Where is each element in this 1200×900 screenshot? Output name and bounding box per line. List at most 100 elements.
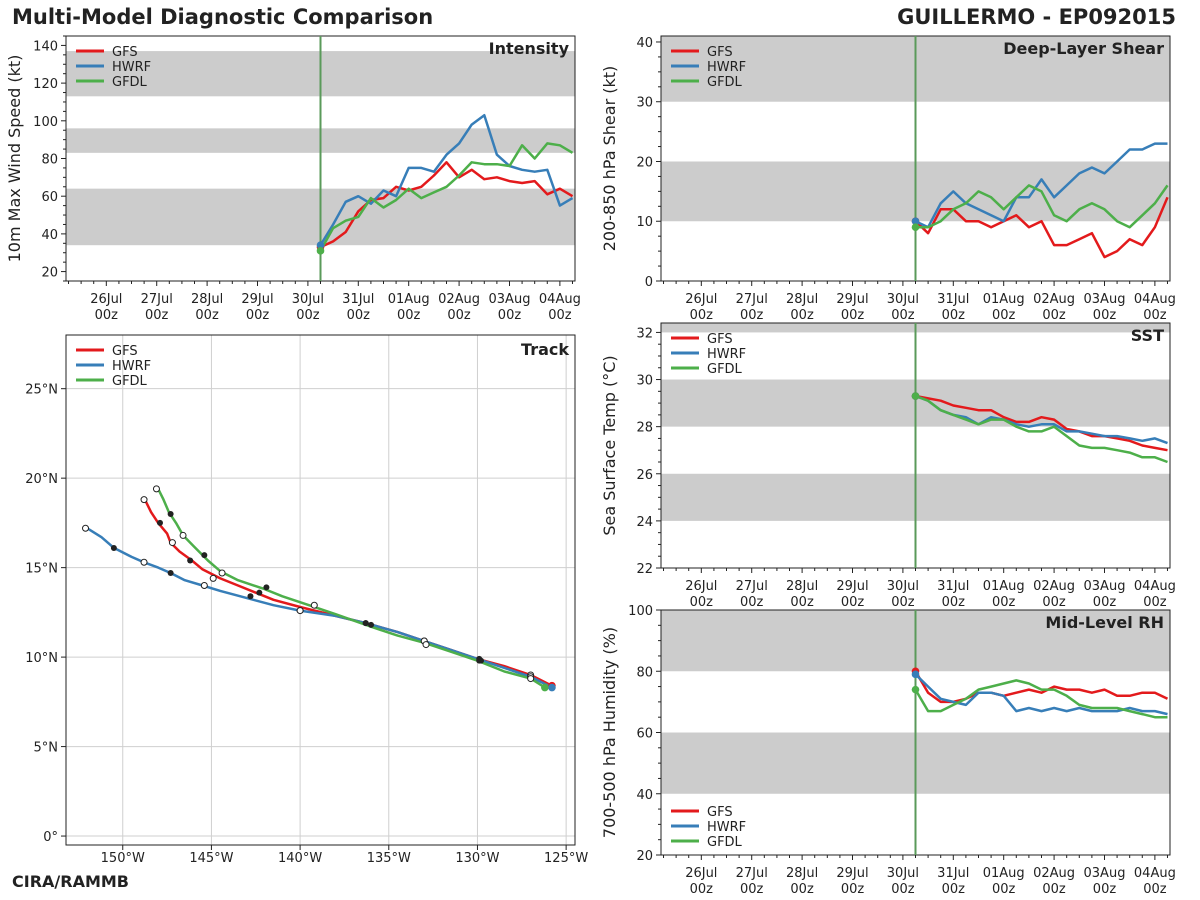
y-tick-label: 20: [636, 849, 653, 864]
y-tick-label: 22: [636, 562, 653, 577]
series-group: [914, 670, 1169, 719]
x-tick-label: 140°W: [278, 851, 322, 866]
y-tick-label: 40: [41, 228, 58, 243]
series-start-point-gfdl: [911, 685, 920, 694]
x-tick-label-date: 31Jul: [342, 292, 374, 307]
series-line-gfs: [914, 196, 1169, 259]
x-tick-label-hour: 00z: [1093, 308, 1117, 323]
x-tick-label-date: 27Jul: [736, 292, 768, 307]
track-marker-open-gfdl: [310, 601, 318, 609]
x-tick-label-hour: 00z: [992, 882, 1016, 897]
x-tick-label-hour: 00z: [942, 595, 966, 610]
series-line-gfs: [914, 670, 1169, 704]
track-marker-filled-hwrf: [362, 620, 369, 627]
x-tick-label-date: 26Jul: [685, 866, 717, 881]
y-tick-label: 32: [636, 326, 653, 341]
x-tick-label-date: 02Aug: [1033, 866, 1075, 881]
x-tick-label-hour: 00z: [790, 595, 814, 610]
x-tick-label-hour: 00z: [690, 308, 714, 323]
plot-frame: [65, 334, 576, 846]
x-tick-label-hour: 00z: [296, 308, 320, 323]
x-tick-label-hour: 00z: [1143, 595, 1167, 610]
track-marker-open-gfdl: [527, 675, 535, 683]
x-tick-label-hour: 00z: [246, 308, 270, 323]
panel-title: Deep-Layer Shear: [1003, 39, 1164, 58]
legend-label-hwrf: HWRF: [112, 359, 151, 374]
panel-shear: 01020304026Jul00z27Jul00z28Jul00z29Jul00…: [600, 35, 1176, 323]
x-tick-label-hour: 00z: [95, 308, 119, 323]
y-axis-label: 200-850 hPa Shear (kt): [600, 66, 619, 252]
track-line-hwrf: [86, 527, 553, 689]
y-tick-label: 28: [636, 421, 653, 436]
series-line-gfdl: [915, 394, 1168, 464]
x-tick-label-date: 01Aug: [388, 292, 430, 307]
x-tick-label-hour: 00z: [891, 882, 915, 897]
track-marker-open-hwrf: [200, 582, 208, 590]
x-tick-label-date: 01Aug: [983, 579, 1025, 594]
series-line-hwrf: [319, 113, 574, 246]
y-tick-label: 20: [41, 266, 58, 281]
track-start-point-gfdl: [541, 683, 549, 692]
x-tick-label-hour: 00z: [891, 595, 915, 610]
track-marker-filled-gfdl: [263, 584, 270, 591]
x-tick-label-hour: 00z: [397, 308, 421, 323]
x-tick-label-date: 03Aug: [1084, 292, 1126, 307]
y-tick-label: 60: [41, 190, 58, 205]
x-tick-label-date: 29Jul: [836, 866, 868, 881]
y-tick-label: 40: [636, 36, 653, 51]
panel-title: SST: [1131, 326, 1164, 345]
legend-label-gfdl: GFDL: [707, 835, 743, 850]
track-marker-filled-hwrf: [167, 570, 174, 576]
x-tick-label-hour: 00z: [1042, 595, 1066, 610]
track-marker-filled-gfs: [256, 589, 263, 596]
y-tick-label: 20°N: [25, 472, 58, 487]
x-tick-label-date: 27Jul: [141, 292, 173, 307]
x-tick-label-hour: 00z: [145, 308, 169, 323]
x-tick-label-hour: 00z: [1042, 308, 1066, 323]
track-marker-filled-gfdl: [478, 657, 485, 664]
legend-label-hwrf: HWRF: [112, 60, 151, 75]
x-tick-label-date: 04Aug: [539, 292, 581, 307]
legend-label-gfs: GFS: [707, 805, 733, 820]
legend-label-hwrf: HWRF: [707, 347, 746, 362]
y-tick-label: 25°N: [25, 383, 58, 398]
x-tick-label-date: 30Jul: [887, 866, 919, 881]
panel-title: Intensity: [489, 39, 570, 58]
legend-label-gfs: GFS: [707, 45, 733, 60]
track-marker-filled-gfs: [187, 557, 194, 564]
series-line-gfs: [915, 394, 1168, 452]
y-tick-label: 80: [41, 153, 58, 168]
track-line-gfs: [144, 500, 553, 687]
x-tick-label: 130°W: [455, 851, 499, 866]
y-tick-label: 20: [636, 155, 653, 170]
x-tick-label-hour: 00z: [841, 882, 865, 897]
y-tick-label: 30: [636, 96, 653, 111]
x-tick-label-date: 31Jul: [937, 579, 969, 594]
x-tick-label-hour: 00z: [740, 595, 764, 610]
legend-label-gfs: GFS: [112, 344, 138, 359]
x-tick-label-hour: 00z: [790, 308, 814, 323]
x-tick-label-date: 02Aug: [1033, 579, 1075, 594]
x-tick-label-date: 02Aug: [1033, 292, 1075, 307]
y-tick-label: 24: [636, 515, 653, 530]
x-tick-label-date: 04Aug: [1134, 866, 1176, 881]
x-tick-label-date: 27Jul: [736, 579, 768, 594]
x-tick-label-date: 28Jul: [786, 292, 818, 307]
series-group: [319, 113, 574, 252]
y-axis-label: Sea Surface Temp (°C): [600, 355, 619, 535]
track-marker-open-hwrf: [82, 524, 90, 532]
x-tick-label-hour: 00z: [498, 308, 522, 323]
x-tick-label-date: 28Jul: [786, 866, 818, 881]
y-axis-label: 10m Max Wind Speed (kt): [5, 55, 24, 263]
track-marker-open-hwrf: [296, 607, 304, 615]
track-marker-filled-gfdl: [167, 510, 174, 517]
track-marker-open-gfdl: [218, 569, 226, 577]
series-line-hwrf: [914, 142, 1168, 229]
series-start-point-gfdl: [911, 392, 920, 400]
legend-label-hwrf: HWRF: [707, 60, 746, 75]
series-line-gfdl: [319, 142, 574, 252]
track-marker-open-gfdl: [422, 641, 430, 649]
track-marker-filled-gfdl: [368, 621, 375, 628]
track-marker-open-gfdl: [179, 531, 187, 539]
track-marker-filled-gfs: [156, 519, 163, 526]
